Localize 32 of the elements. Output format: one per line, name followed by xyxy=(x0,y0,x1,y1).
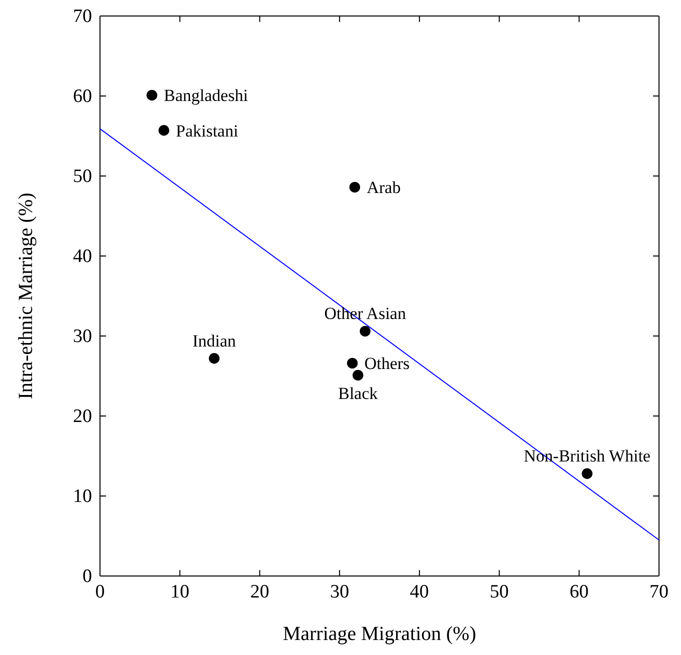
x-tick-label: 30 xyxy=(330,581,350,602)
annotation: Pakistani xyxy=(176,121,238,140)
annotation: Black xyxy=(338,384,378,404)
x-axis-title: Marriage Migration (%) xyxy=(282,623,476,645)
x-tick-label: 0 xyxy=(95,581,105,602)
y-tick-label: 50 xyxy=(73,166,92,188)
y-tick-label: 20 xyxy=(73,406,92,428)
point xyxy=(158,125,170,136)
x-tick-label: 40 xyxy=(410,581,429,602)
y-tick-label: 60 xyxy=(73,86,92,108)
y-tick-label: 0 xyxy=(82,566,92,588)
y-axis-title: Intra-ethnic Marriage (%) xyxy=(15,192,37,400)
x-tick-label: 10 xyxy=(170,581,190,602)
y-tick-label: 10 xyxy=(73,486,92,508)
point xyxy=(208,353,220,364)
y-tick-label: 30 xyxy=(73,326,92,348)
point xyxy=(352,370,364,381)
point xyxy=(349,182,360,193)
point xyxy=(346,358,358,369)
x-tick-label: 70 xyxy=(650,581,668,602)
point xyxy=(146,90,158,101)
point xyxy=(360,326,370,337)
point xyxy=(582,468,592,479)
x-tick-label: 60 xyxy=(570,581,589,602)
annotation: Indian xyxy=(192,331,236,350)
x-tick-label: 20 xyxy=(250,581,270,602)
y-tick-label: 70 xyxy=(73,6,92,28)
y-tick-label: 40 xyxy=(73,246,92,268)
x-tick-label: 50 xyxy=(490,581,509,602)
annotation: Arab xyxy=(366,178,401,198)
annotation: Bangladeshi xyxy=(164,86,248,106)
annotation: Others xyxy=(364,354,410,374)
